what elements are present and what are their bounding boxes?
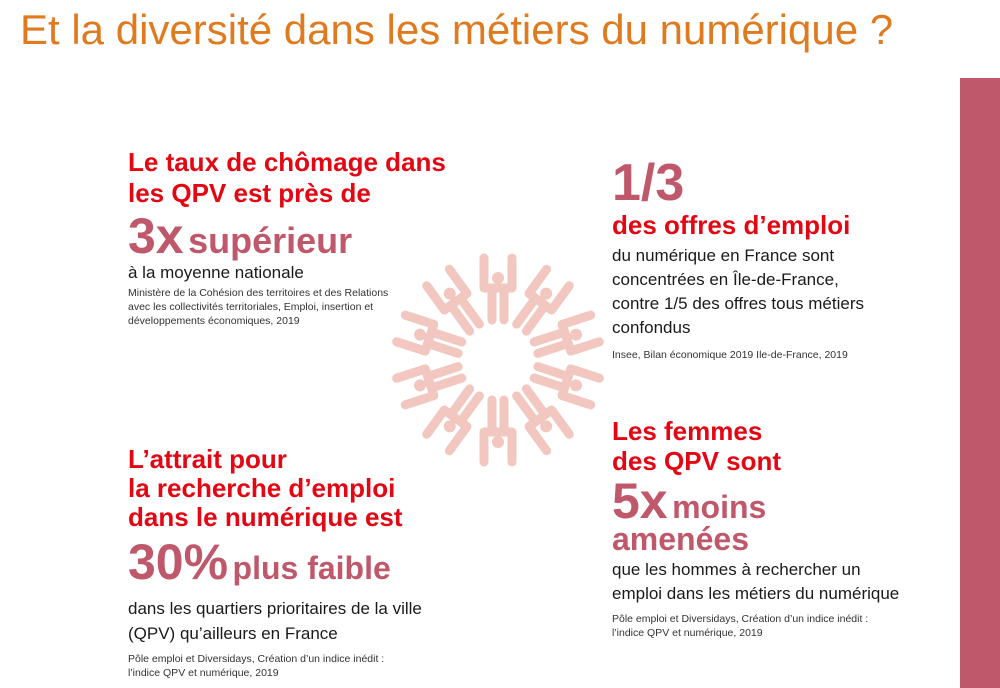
stat-attraction-body: dans les quartiers prioritaires de la vi… xyxy=(128,599,422,643)
person-figure xyxy=(529,362,604,410)
stat-unemployment-body: à la moyenne nationale xyxy=(128,263,304,282)
stat-women-source: Pôle emploi et Diversidays, Création d’u… xyxy=(612,613,869,639)
stat-attraction: L’attrait pour la recherche d’emploi dan… xyxy=(128,445,458,680)
stat-women-heading-1: Les femmes xyxy=(612,416,763,446)
stat-women-word-2: amenées xyxy=(612,521,749,557)
person-figure xyxy=(512,384,574,456)
stat-women-figure: 5x moins amenées xyxy=(612,476,932,557)
stat-unemployment-source: Ministère de la Cohésion des territoires… xyxy=(128,287,389,327)
stat-unemployment-number: 3x xyxy=(128,208,184,264)
stat-job-offers-number: 1/3 xyxy=(612,154,685,212)
person-figure xyxy=(479,253,517,325)
person-figure xyxy=(392,310,467,358)
page-title: Et la diversité dans les métiers du numé… xyxy=(20,6,894,53)
stat-unemployment-word: supérieur xyxy=(188,220,353,261)
person-figure xyxy=(529,310,604,358)
person-figure xyxy=(422,384,484,456)
stat-attraction-figure: 30% plus faible xyxy=(128,534,458,596)
stat-attraction-heading-3: dans le numérique est xyxy=(128,502,403,532)
stat-job-offers-body: du numérique en France sont concentrées … xyxy=(612,246,864,337)
stat-unemployment-figure: 3x supérieur xyxy=(128,207,488,270)
people-circle-icon xyxy=(392,253,604,467)
stat-job-offers: 1/3 des offres d’emploi du numérique en … xyxy=(612,156,912,362)
stat-attraction-heading-2: la recherche d’emploi xyxy=(128,473,396,503)
stat-unemployment: Le taux de chômage dans les QPV est près… xyxy=(128,147,488,328)
stat-job-offers-heading: des offres d’emploi xyxy=(612,210,851,240)
stat-unemployment-heading-2: les QPV est près de xyxy=(128,178,371,208)
person-figure xyxy=(392,362,467,410)
stat-job-offers-source: Insee, Bilan économique 2019 Ile-de-Fran… xyxy=(612,349,848,361)
person-figure xyxy=(512,264,574,336)
stat-attraction-source: Pôle emploi et Diversidays, Création d’u… xyxy=(128,653,385,679)
stat-women-word: moins xyxy=(672,489,767,525)
stat-attraction-word: plus faible xyxy=(232,550,391,586)
stat-attraction-number: 30% xyxy=(128,534,229,590)
stat-women-heading-2: des QPV sont xyxy=(612,446,782,476)
decorative-side-bar xyxy=(960,78,1000,688)
stat-unemployment-heading-1: Le taux de chômage dans xyxy=(128,147,446,177)
stat-women-number: 5x xyxy=(612,473,668,529)
person-figure xyxy=(422,264,484,336)
stat-attraction-heading-1: L’attrait pour xyxy=(128,444,287,474)
stat-women: Les femmes des QPV sont 5x moins amenées… xyxy=(612,416,932,640)
person-figure xyxy=(479,395,517,467)
stat-women-body: que les hommes à rechercher un emploi da… xyxy=(612,560,900,603)
